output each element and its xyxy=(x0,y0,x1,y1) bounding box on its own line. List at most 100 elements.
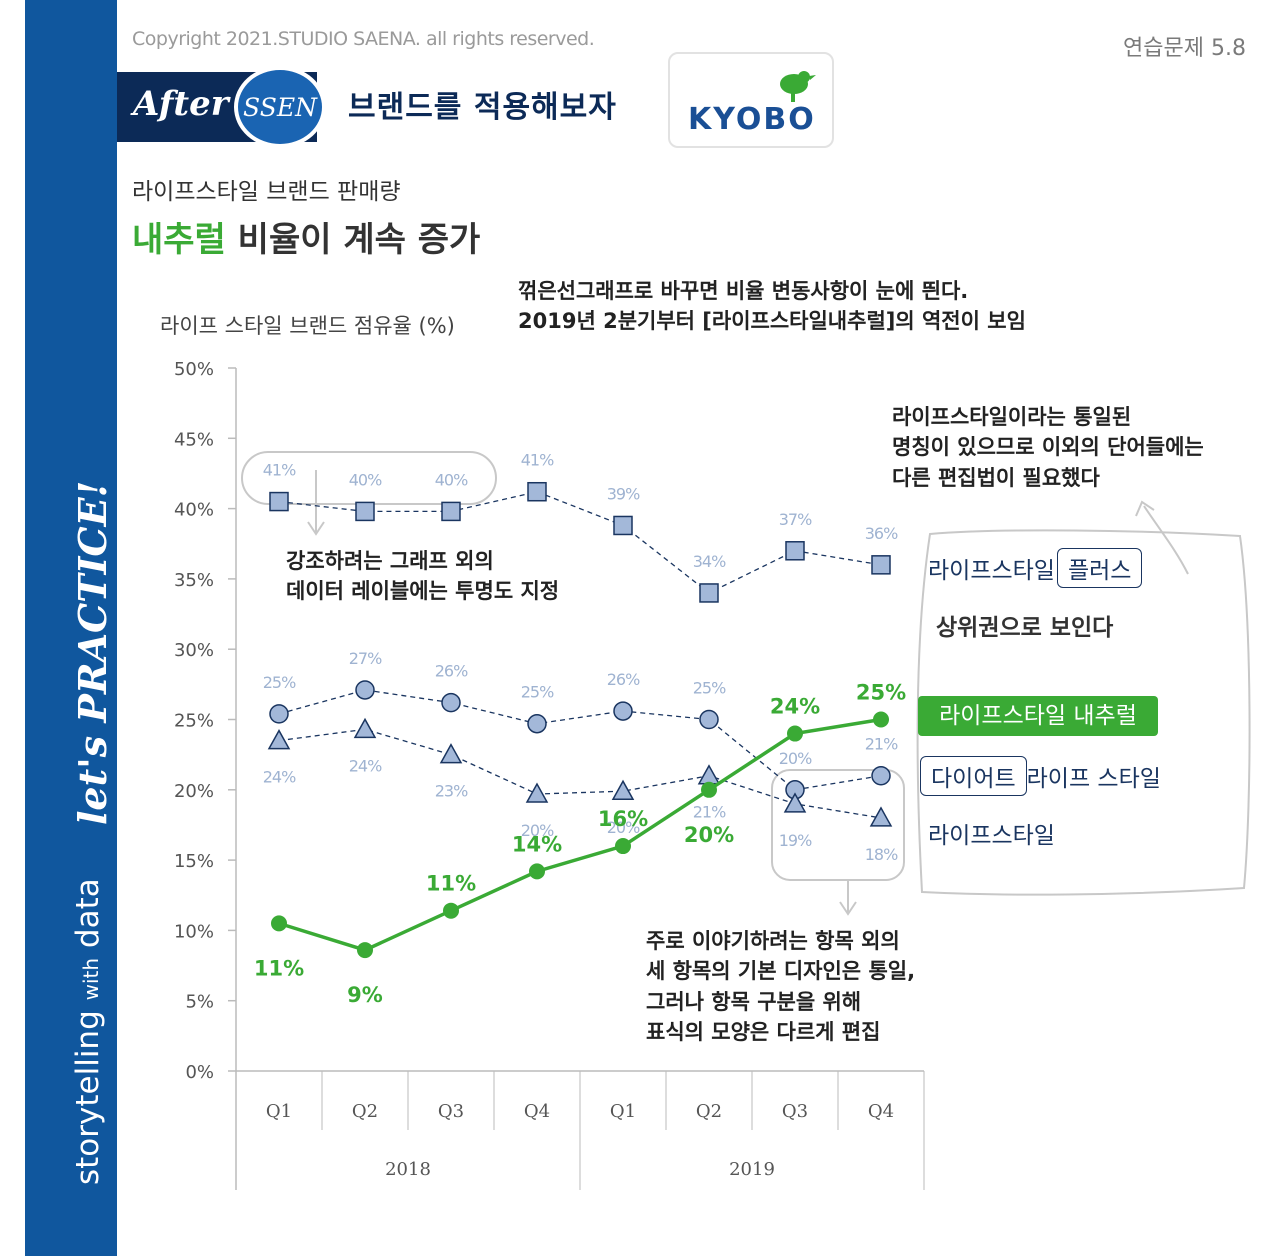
data-label: 41% xyxy=(521,451,554,470)
data-point xyxy=(269,491,289,512)
data-label: 39% xyxy=(607,484,640,503)
data-point xyxy=(439,743,463,764)
data-point xyxy=(443,902,459,919)
note-top-line: 2019년 2분기부터 [라이프스타일내추럴]의 역전이 보임 xyxy=(518,309,1026,334)
chart-annotations xyxy=(241,451,1251,916)
y-tick-label: 15% xyxy=(174,851,214,872)
note-unified: 라이프스타일이라는 통일된 명칭이 있으므로 이외의 단어들에는 다른 편집법이… xyxy=(892,402,1204,493)
callout-arrow-head xyxy=(307,521,325,536)
data-label: 9% xyxy=(347,983,383,1007)
data-label: 26% xyxy=(435,662,468,681)
y-tick-label: 40% xyxy=(174,500,214,521)
note-top: 꺾은선그래프로 바꾸면 비율 변동사항이 눈에 띈다. 2019년 2분기부터 … xyxy=(518,276,1026,337)
legend-natural: 라이프스타일 내추럴 xyxy=(918,696,1158,736)
data-point xyxy=(787,725,803,742)
x-tick-label: Q3 xyxy=(438,1101,464,1122)
note-unified-line: 명칭이 있으므로 이외의 단어들에는 xyxy=(892,435,1204,460)
data-label: 14% xyxy=(512,832,562,856)
data-label: 37% xyxy=(779,510,812,529)
data-point xyxy=(699,709,719,730)
data-point xyxy=(355,501,375,522)
note-markers: 주로 이야기하려는 항목 외의 세 항목의 기본 디자인은 통일, 그러나 항목… xyxy=(646,926,915,1048)
y-tick-label: 45% xyxy=(174,429,214,450)
x-group-label: 2018 xyxy=(385,1159,431,1180)
legend-diet-boxed: 다이어트 xyxy=(920,756,1027,796)
data-label: 36% xyxy=(865,524,898,543)
exercise-number: 연습문제 5.8 xyxy=(1123,36,1246,61)
data-label: 25% xyxy=(521,683,554,702)
data-point xyxy=(525,782,549,803)
data-label: 25% xyxy=(263,673,296,692)
copyright: Copyright 2021.STUDIO SAENA. all rights … xyxy=(132,28,595,50)
data-label: 23% xyxy=(435,782,468,801)
data-point xyxy=(267,729,291,750)
data-point xyxy=(697,764,721,785)
data-label: 20% xyxy=(521,821,554,840)
data-point xyxy=(271,915,287,932)
headline-highlight: 내추럴 xyxy=(132,220,226,260)
note-markers-line: 세 항목의 기본 디자인은 통일, xyxy=(646,959,916,984)
data-label: 25% xyxy=(693,679,726,698)
data-point xyxy=(785,541,805,561)
ssen-label: SSEN xyxy=(243,92,317,122)
data-point xyxy=(701,781,717,798)
data-point xyxy=(873,711,889,728)
data-label: 40% xyxy=(435,470,468,489)
note-unified-line: 라이프스타일이라는 통일된 xyxy=(892,405,1132,429)
data-label: 19% xyxy=(779,831,812,850)
marker-label-callout xyxy=(771,769,905,881)
callout-arrow xyxy=(1143,505,1189,575)
data-point xyxy=(527,713,547,734)
callout-arrow-head xyxy=(1135,500,1155,517)
note-unified-line: 다른 편집법이 필요했다 xyxy=(892,465,1100,490)
series-triangle: 24%24%23%20% 20%21%19%18% xyxy=(263,717,899,864)
note-transparent: 강조하려는 그래프 외의 데이터 레이블에는 투명도 지정 xyxy=(286,546,559,607)
series-line xyxy=(278,689,882,791)
note-transparent-line: 강조하려는 그래프 외의 xyxy=(286,549,494,573)
legend-plus: 라이프스타일 플러스 xyxy=(928,548,1143,588)
x-tick-label: Q4 xyxy=(868,1101,894,1122)
data-point xyxy=(869,806,893,827)
data-label: 16% xyxy=(598,807,648,831)
x-tick-label: Q3 xyxy=(782,1101,808,1122)
data-point xyxy=(871,765,891,786)
y-tick-label: 30% xyxy=(174,640,214,661)
x-tick-label: Q4 xyxy=(524,1101,550,1122)
ssen-badge: SSEN xyxy=(234,66,326,148)
series-line xyxy=(278,717,882,952)
note-top-line: 꺾은선그래프로 바꾸면 비율 변동사항이 눈에 띈다. xyxy=(518,279,969,303)
legend-callout xyxy=(916,529,1251,896)
legend-basic: 라이프스타일 xyxy=(928,823,1055,849)
y-tick-label: 50% xyxy=(174,359,214,380)
headline-rest: 비율이 계속 증가 xyxy=(225,220,481,260)
series-square: 41% 40% 40% 41% 39% 34% 37% 36% xyxy=(263,451,899,603)
data-label: 27% xyxy=(349,649,382,668)
x-tick-label: Q1 xyxy=(266,1101,292,1122)
data-point xyxy=(615,838,631,855)
data-point xyxy=(355,680,375,700)
data-label: 24% xyxy=(349,756,382,775)
data-point xyxy=(613,701,633,721)
data-label: 21% xyxy=(693,803,726,822)
banner-message: 브랜드를 적용해보자 xyxy=(348,90,617,125)
series-circle: 25% 27% 26% 25% 26% 25% 20% 21% xyxy=(263,649,899,800)
data-label: 20% xyxy=(684,823,734,847)
legend-plus-prefix: 라이프스타일 xyxy=(928,558,1055,584)
x-tick-label: Q1 xyxy=(610,1101,636,1122)
chart-axes: 0% 5% 10% 15% 20% 25% 30% 35% 40% 45% 50% Q1 Q2 Q3 Q4 Q… xyxy=(174,359,925,1190)
logo-text: KYOBO xyxy=(688,102,816,137)
data-point xyxy=(527,481,547,502)
data-label: 26% xyxy=(607,670,640,689)
data-point xyxy=(441,501,461,522)
legend-diet-suffix: 라이프 스타일 xyxy=(1026,766,1161,792)
kyobo-logo: KYOBO xyxy=(668,52,834,148)
sidebar xyxy=(25,0,117,1256)
data-point xyxy=(871,555,891,575)
series-dot: 11%9%11%14%16%20%24%25% xyxy=(254,681,906,1008)
data-label: 41% xyxy=(263,461,296,480)
note-transparent-line: 데이터 레이블에는 투명도 지정 xyxy=(286,579,560,604)
data-label: 20% xyxy=(607,818,640,837)
note-markers-line: 주로 이야기하려는 항목 외의 xyxy=(646,929,900,953)
data-label: 11% xyxy=(254,956,304,980)
